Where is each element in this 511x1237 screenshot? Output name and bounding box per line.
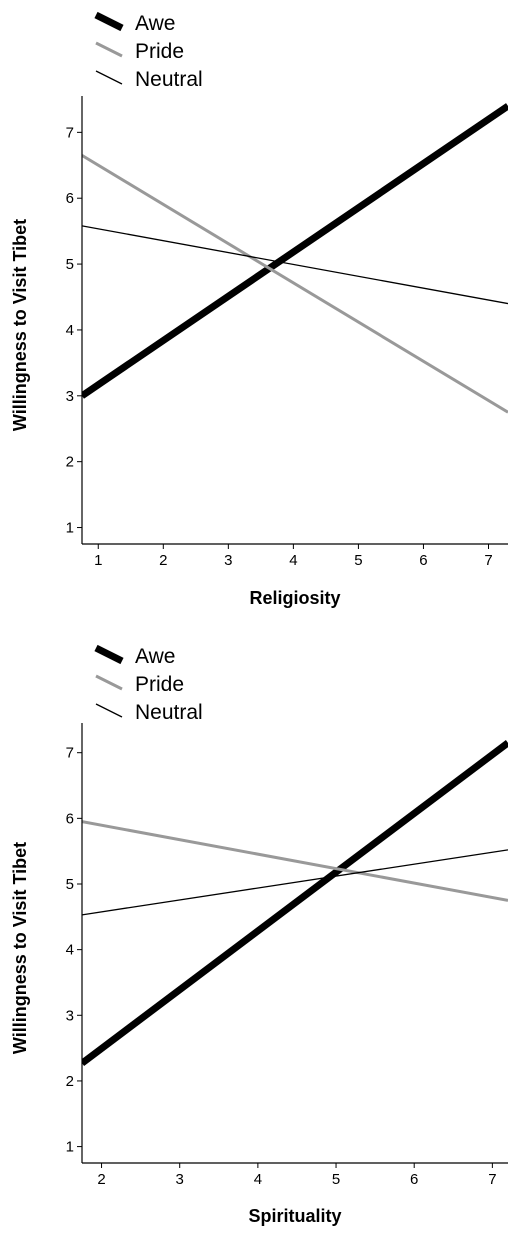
series-line-neutral bbox=[82, 225, 508, 305]
legend-swatch-pride bbox=[95, 674, 123, 691]
x-tick-label: 2 bbox=[159, 552, 167, 569]
legend-swatch-neutral bbox=[95, 70, 123, 85]
y-tick-label: 6 bbox=[66, 810, 74, 827]
x-tick-label: 2 bbox=[97, 1171, 105, 1188]
series-line-awe bbox=[82, 740, 508, 1067]
chart-1: Awe Pride Neutral 1 2 3 4 5 6 7 1 2 3 4 5 6 7 Religiosity… bbox=[10, 11, 508, 608]
series-line-awe bbox=[82, 103, 508, 399]
y-tick-label: 4 bbox=[66, 322, 74, 339]
chart-2: Awe Pride Neutral 1 2 3 4 5 6 7 2 3 4 5 6 7 Spirituality… bbox=[10, 644, 508, 1226]
y-tick-label: 7 bbox=[66, 124, 74, 141]
x-tick-label: 1 bbox=[94, 552, 102, 569]
legend-label-pride: Pride bbox=[135, 40, 184, 63]
y-tick-label: 7 bbox=[66, 745, 74, 762]
legend-swatch-awe bbox=[94, 644, 124, 665]
x-tick-label: 7 bbox=[488, 1171, 496, 1188]
y-tick-label: 1 bbox=[66, 1139, 74, 1156]
series-line-neutral bbox=[82, 849, 508, 916]
y-tick-label: 4 bbox=[66, 942, 74, 959]
legend-swatch-pride bbox=[95, 41, 123, 58]
series-line-pride bbox=[82, 154, 508, 414]
y-tick-label: 1 bbox=[66, 520, 74, 537]
y-axis-title: Willingness to Visit Tibet bbox=[10, 842, 30, 1054]
legend-label-awe: Awe bbox=[135, 12, 175, 35]
x-tick-label: 7 bbox=[484, 552, 492, 569]
y-tick-label: 5 bbox=[66, 256, 74, 273]
chart-legend: Awe Pride Neutral bbox=[94, 644, 203, 724]
y-tick-label: 3 bbox=[66, 1007, 74, 1024]
x-tick-label: 4 bbox=[254, 1171, 262, 1188]
legend-label-neutral: Neutral bbox=[135, 68, 203, 91]
x-axis-title: Religiosity bbox=[249, 588, 340, 608]
x-tick-label: 6 bbox=[410, 1171, 418, 1188]
y-tick-label: 2 bbox=[66, 1073, 74, 1090]
chart-legend: Awe Pride Neutral bbox=[94, 11, 203, 91]
legend-label-neutral: Neutral bbox=[135, 701, 203, 724]
series-line-pride bbox=[82, 820, 508, 902]
y-axis-title: Willingness to Visit Tibet bbox=[10, 219, 30, 431]
x-tick-label: 3 bbox=[224, 552, 232, 569]
x-axis-title: Spirituality bbox=[248, 1206, 341, 1226]
legend-label-awe: Awe bbox=[135, 645, 175, 668]
x-tick-label: 5 bbox=[332, 1171, 340, 1188]
legend-swatch-neutral bbox=[95, 703, 123, 718]
y-tick-label: 2 bbox=[66, 454, 74, 471]
y-tick-label: 6 bbox=[66, 190, 74, 207]
x-tick-label: 5 bbox=[354, 552, 362, 569]
x-tick-label: 6 bbox=[419, 552, 427, 569]
y-tick-label: 5 bbox=[66, 876, 74, 893]
legend-swatch-awe bbox=[94, 11, 124, 32]
legend-label-pride: Pride bbox=[135, 673, 184, 696]
x-tick-label: 4 bbox=[289, 552, 297, 569]
y-tick-label: 3 bbox=[66, 388, 74, 405]
x-tick-label: 3 bbox=[176, 1171, 184, 1188]
